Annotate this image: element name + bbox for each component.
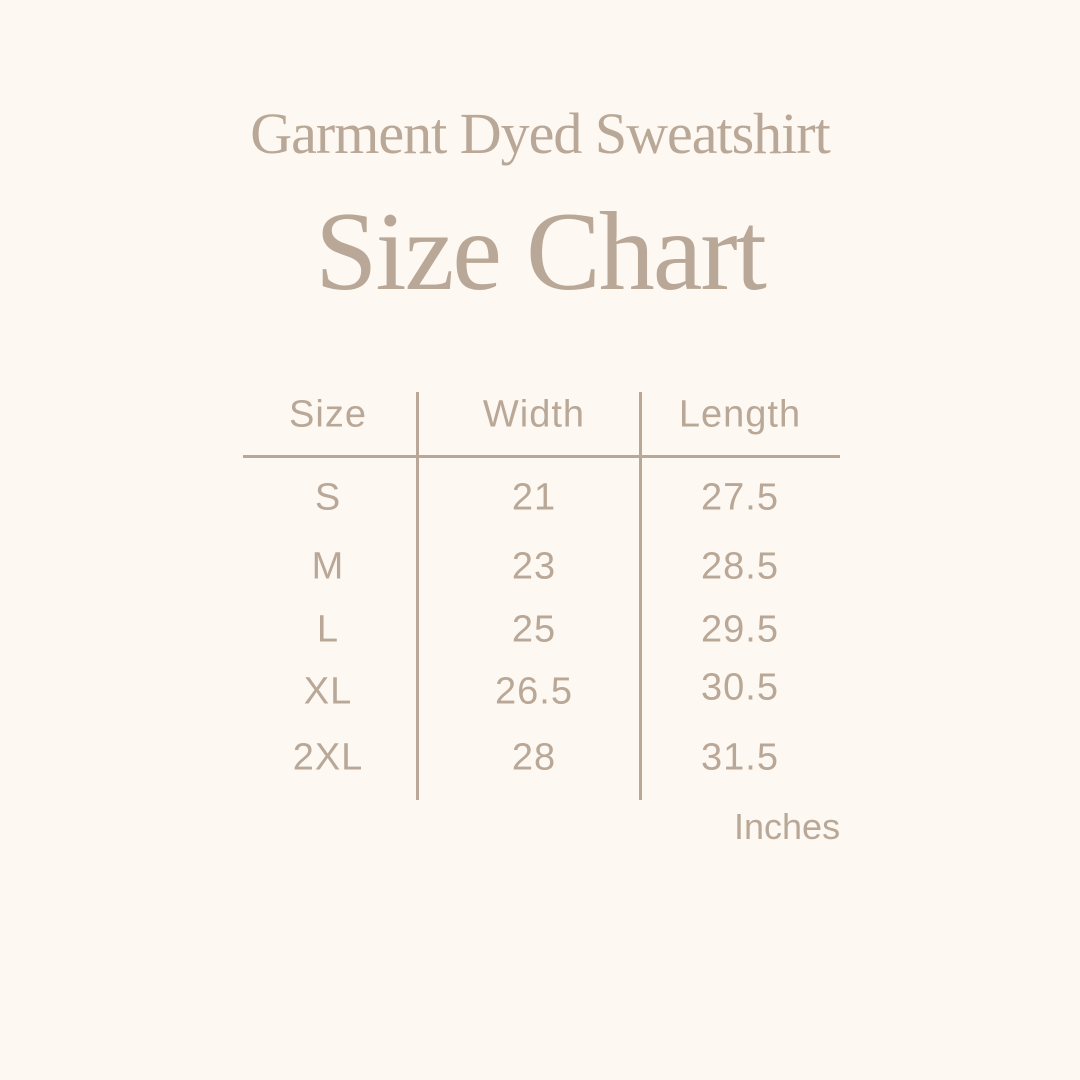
page-title: Size Chart [315,190,767,314]
cell-size: S [314,476,342,519]
cell-length: 28.5 [701,545,779,588]
product-title: Garment Dyed Sweatshirt [250,101,830,166]
cell-width: 25 [511,608,557,651]
column-divider [639,392,642,800]
header-divider [243,455,840,458]
cell-size: M [311,545,345,588]
cell-length: 31.5 [701,736,779,779]
cell-size: L [316,608,340,651]
unit-label: Inches [734,806,841,847]
header-width: Width [482,393,586,436]
cell-length: 29.5 [701,608,779,651]
header-length: Length [678,393,802,436]
cell-width: 28 [511,736,557,779]
header-size: Size [289,393,367,436]
cell-length: 30.5 [701,666,779,709]
cell-length: 27.5 [701,476,779,519]
cell-size: XL [303,670,353,713]
cell-size: 2XL [292,736,364,779]
cell-width: 21 [511,476,557,519]
cell-width: 23 [511,545,557,588]
cell-width: 26.5 [495,670,573,713]
column-divider [416,392,419,800]
